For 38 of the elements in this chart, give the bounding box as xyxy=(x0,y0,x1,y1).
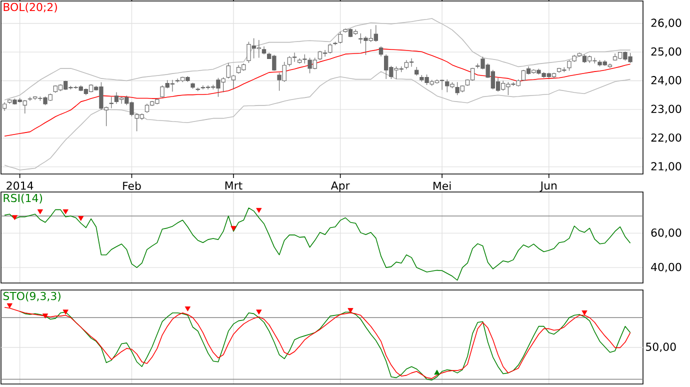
point xyxy=(6,303,12,308)
text: 50,00 xyxy=(646,342,676,352)
x-tick-label: Mei xyxy=(434,182,451,190)
point xyxy=(230,226,236,231)
y-tick-label: 24,00 xyxy=(651,76,682,86)
candlestick xyxy=(28,96,32,102)
x-tick-label: Mrt xyxy=(225,182,242,190)
point xyxy=(582,310,588,316)
point xyxy=(37,209,43,214)
y-tick-label: 21,00 xyxy=(651,162,682,172)
point xyxy=(62,209,68,214)
point xyxy=(12,215,18,220)
candlestick xyxy=(338,31,342,44)
x-tick-label: Jun xyxy=(540,182,557,192)
point xyxy=(184,306,190,312)
chart-title: STO(9,3,3) xyxy=(3,292,60,302)
y-tick-label: 25,00 xyxy=(651,47,682,57)
candlestick xyxy=(302,54,307,64)
y-tick-label: 22,00 xyxy=(651,133,682,143)
x-tick-label: 2014 xyxy=(6,182,34,190)
candlestick xyxy=(328,43,332,54)
y-tick-label: 40,00 xyxy=(651,262,682,272)
point xyxy=(42,314,48,318)
y-tick-label: 60,00 xyxy=(651,228,682,238)
chart-title: BOL(20;2) xyxy=(4,2,57,12)
point xyxy=(62,310,68,315)
x-tick-label: Feb xyxy=(123,182,141,190)
y-tick-label: 23,00 xyxy=(651,104,682,114)
point xyxy=(348,308,354,313)
chart-title: RSI(14) xyxy=(4,194,42,204)
point xyxy=(78,216,84,221)
point xyxy=(256,208,262,213)
point xyxy=(256,310,262,315)
x-tick-label: Apr xyxy=(330,182,350,192)
line-series xyxy=(4,208,631,281)
point xyxy=(434,370,440,375)
y-tick-label: 26,00 xyxy=(651,18,682,28)
candlestick xyxy=(378,46,384,57)
